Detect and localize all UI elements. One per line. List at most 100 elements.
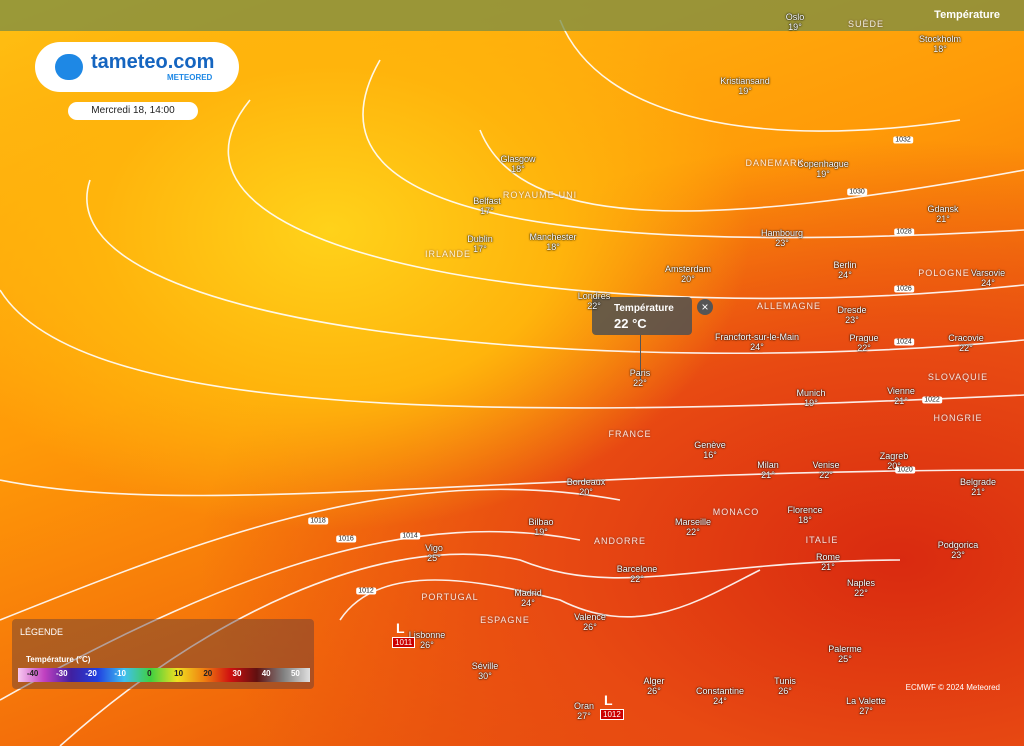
city[interactable]: Barcelone 22°: [617, 564, 658, 584]
layer-name[interactable]: Température: [934, 9, 1000, 21]
city[interactable]: Zagreb 20°: [880, 451, 909, 471]
city-name: Tunis: [774, 676, 796, 686]
popup-value: 22 °C: [614, 316, 647, 331]
city-name: Prague: [849, 333, 879, 343]
city-name: Copenhague: [797, 159, 849, 169]
city-temp: 22°: [686, 527, 700, 537]
pressure-value: 1011: [392, 637, 416, 648]
city[interactable]: Marseille 22°: [675, 517, 711, 537]
city[interactable]: Hambourg 23°: [761, 228, 803, 248]
city[interactable]: Séville 30°: [472, 661, 499, 681]
region-label: ESPAGNE: [480, 615, 530, 625]
city[interactable]: Gdansk 21°: [927, 204, 958, 224]
city-name: Vigo: [425, 543, 443, 553]
city-temp: 17°: [480, 206, 494, 216]
city[interactable]: Madrid 24°: [514, 588, 542, 608]
city[interactable]: Florence 18°: [787, 505, 822, 525]
close-button[interactable]: ×: [697, 299, 713, 315]
city[interactable]: Vienne 21°: [887, 386, 915, 406]
city[interactable]: Constantine 24°: [696, 686, 744, 706]
city-name: Séville: [471, 661, 499, 671]
city-temp: 23°: [845, 315, 859, 325]
legend-tick: -30: [56, 669, 68, 678]
city[interactable]: Bilbao 19°: [528, 517, 553, 537]
region-label: ITALIE: [805, 535, 839, 545]
city[interactable]: Oran 27°: [574, 701, 594, 721]
city[interactable]: Valence 26°: [574, 612, 606, 632]
isobar-label: 1012: [356, 587, 376, 595]
legend-scale-title: Température (°C): [26, 655, 91, 664]
legend-tick: -20: [85, 669, 97, 678]
city[interactable]: Stockholm 18°: [919, 34, 961, 54]
city-temp: 22°: [587, 301, 601, 311]
city-temp: 18°: [546, 242, 560, 252]
city[interactable]: La Valette 27°: [846, 696, 886, 716]
city-temp: 19°: [534, 527, 548, 537]
legend-tick: -40: [26, 669, 39, 678]
city[interactable]: Venise 22°: [812, 460, 839, 480]
city[interactable]: Prague 22°: [849, 333, 878, 353]
city-name: Dresde: [837, 305, 867, 315]
city-name: Munich: [796, 388, 826, 398]
region-label: ANDORRE: [593, 536, 647, 546]
city-temp: 30°: [478, 671, 492, 681]
city[interactable]: Manchester 18°: [529, 232, 576, 252]
city[interactable]: Podgorica 23°: [938, 540, 979, 560]
city-name: Belgrade: [959, 477, 997, 487]
isobar-label: 1016: [336, 535, 356, 543]
city-temp: 22°: [959, 343, 973, 353]
city[interactable]: Glasgow 18°: [500, 154, 535, 174]
city-temp: 21°: [821, 562, 835, 572]
city[interactable]: Alger 26°: [643, 676, 664, 696]
city[interactable]: Kristiansand 19°: [720, 76, 770, 96]
date[interactable]: Mercredi 18, 14:00: [68, 102, 198, 120]
city[interactable]: Amsterdam 20°: [665, 264, 711, 284]
city[interactable]: Rome 21°: [816, 552, 840, 572]
city[interactable]: Naples 22°: [847, 578, 875, 598]
city[interactable]: Paris 22°: [630, 368, 651, 388]
city[interactable]: Oslo 19°: [786, 12, 805, 32]
region-label: HONGRIE: [933, 413, 983, 423]
isobar-label: 1014: [400, 532, 420, 540]
city-temp: 18°: [798, 515, 812, 525]
city-name: Bilbao: [528, 517, 554, 527]
city-name: La Valette: [846, 696, 886, 706]
city-name: Marseille: [674, 517, 712, 527]
city[interactable]: Cracovie 22°: [948, 333, 984, 353]
city[interactable]: Tunis 26°: [774, 676, 796, 696]
legend-tick: 30: [232, 669, 242, 678]
city[interactable]: Lisbonne 26°: [409, 630, 446, 650]
city-name: Palerme: [828, 644, 862, 654]
city[interactable]: Munich 19°: [796, 388, 825, 408]
city[interactable]: Bordeaux 20°: [567, 477, 606, 497]
city[interactable]: Vigo 25°: [425, 543, 443, 563]
city[interactable]: Dublin 17°: [467, 234, 493, 254]
city[interactable]: Varsovie 24°: [971, 268, 1005, 288]
region-label: POLOGNE: [918, 268, 970, 278]
city-temp: 17°: [473, 244, 487, 254]
city[interactable]: Dresde 23°: [837, 305, 866, 325]
city-temp: 16°: [703, 450, 717, 460]
city[interactable]: Belgrade 21°: [960, 477, 996, 497]
city[interactable]: Palerme 25°: [828, 644, 862, 664]
city[interactable]: Copenhague 19°: [797, 159, 849, 179]
city-temp: 22°: [633, 378, 647, 388]
popup-pointer: [640, 335, 641, 380]
pressure-value: 1012: [600, 709, 624, 720]
logo-box[interactable]: tameteo.com METEORED: [35, 42, 239, 92]
city-name: Berlin: [833, 260, 857, 270]
city-name: Valence: [574, 612, 606, 622]
region-label: FRANCE: [608, 429, 652, 439]
city[interactable]: Belfast 17°: [473, 196, 501, 216]
city-name: Kristiansand: [720, 76, 770, 86]
city-name: Oran: [573, 701, 595, 711]
city[interactable]: Genève 16°: [694, 440, 726, 460]
city-temp: 25°: [838, 654, 852, 664]
city[interactable]: Berlin 24°: [833, 260, 856, 280]
city[interactable]: Francfort-sur-le-Main 24°: [715, 332, 799, 352]
city-temp: 19°: [738, 86, 752, 96]
logo-icon: [55, 54, 83, 80]
city[interactable]: Londres 22°: [578, 291, 611, 311]
city[interactable]: Milan 21°: [757, 460, 779, 480]
